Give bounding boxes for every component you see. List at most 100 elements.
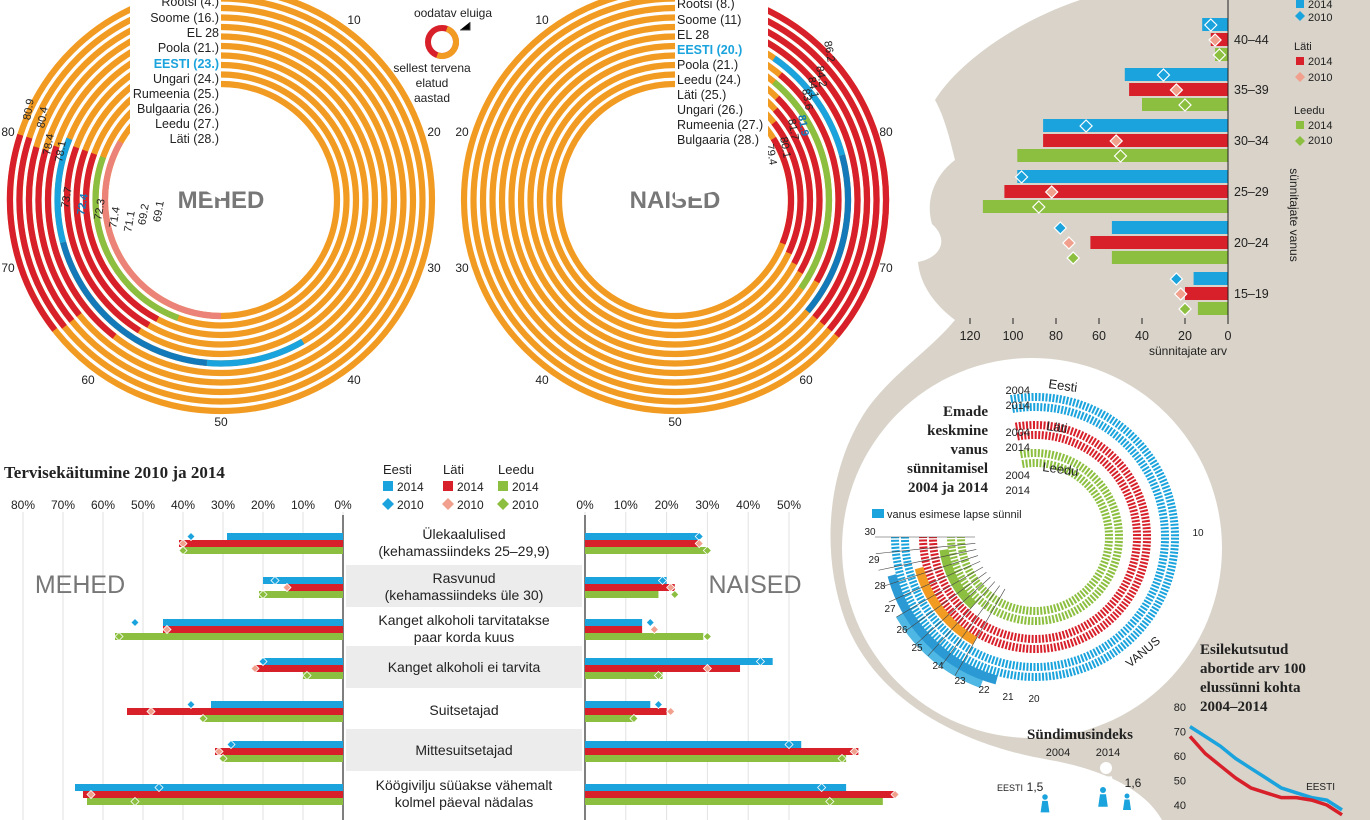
fertility-panel: Sündimusindeks 2004 2014 EESTI 1,5 1,6 [997, 727, 1142, 813]
abortion-ytick: 50 [1174, 776, 1186, 788]
legend-country: Leedu [1294, 105, 1325, 117]
mother-radial-tick [940, 585, 1000, 667]
mother-country: Eesti [1048, 376, 1079, 395]
women-country-label: Rumeenia (27.) [677, 118, 763, 132]
men-bar-lati2014 [255, 665, 343, 672]
legend-leedu-2010 [1295, 136, 1305, 146]
value-label: 83.6 [799, 88, 815, 111]
health-legend-year: 2014 [457, 480, 484, 494]
ring-segment [775, 95, 823, 274]
women-tick: 40 [535, 373, 549, 387]
ring-segment [44, 145, 117, 339]
ring-segment [82, 152, 160, 322]
women-bar-leedu2014 [585, 633, 704, 640]
women-marker-leedu2010 [825, 796, 835, 807]
marker-2010 [1079, 119, 1093, 133]
fertility-value: 1,6 [1125, 776, 1142, 790]
men-tick: 20 [427, 125, 441, 139]
ring-segment [104, 251, 180, 321]
abortion-ytick: 80 [1174, 702, 1186, 714]
women-marker-lati2010 [666, 706, 676, 717]
mother-title: vanus [950, 442, 988, 458]
value-label: 80.1 [777, 136, 793, 159]
mother-radial-tick [905, 572, 987, 632]
women-marker-eesti2010 [784, 739, 794, 750]
value-label: 84.2 [813, 65, 829, 88]
men-bar-leedu2014 [87, 798, 343, 805]
women-bar-leedu2014 [585, 755, 847, 762]
women-tick: 60 [799, 373, 813, 387]
women-country-label: EL 28 [677, 28, 709, 42]
men-pct-tick: 40% [171, 498, 195, 512]
men-country-label: Bulgaaria (26.) [137, 102, 219, 116]
men-marker-eesti2010 [186, 531, 196, 542]
health-legend-year: 2010 [397, 498, 424, 512]
mother-country: Leedu [1042, 459, 1080, 479]
value-label: 78.4 [41, 133, 57, 156]
value-label: 72.3 [92, 198, 108, 221]
men-marker-leedu2010 [258, 589, 268, 600]
health-legend-2014 [383, 481, 393, 491]
marker-2010 [1044, 185, 1059, 199]
life-women-chart: 86.284.284.183.681.981.780.179.479.478.7… [460, 0, 890, 415]
bar-leedu-2014 [1111, 251, 1228, 264]
women-bar-eesti2014 [585, 658, 773, 665]
men-country-label: EL 28 [187, 26, 219, 40]
mother-radial-tick [882, 555, 979, 587]
women-marker-eesti2010 [817, 782, 827, 793]
age-group-label: 20–24 [1234, 236, 1269, 250]
women-marker-eesti2010 [657, 575, 668, 586]
health-legend-country: Leedu [498, 462, 534, 477]
births-tick-label: 100 [1003, 329, 1024, 343]
men-tick: 60 [81, 373, 95, 387]
men-bar-leedu2014 [115, 633, 343, 640]
bar-lati-2014 [1185, 287, 1228, 300]
women-bar-eesti2014 [585, 701, 651, 708]
mother-year: 2014 [1006, 485, 1030, 497]
health-legend-country: Läti [443, 462, 464, 477]
legend-top-text: oodatav eluiga [414, 6, 492, 20]
child-icon [1123, 799, 1131, 810]
ring-segment [746, 0, 890, 338]
mother-radial-tick [954, 588, 1006, 676]
legend-year: 2014 [1308, 56, 1332, 68]
mother-legend-swatch [872, 509, 884, 518]
legend-lati-2010 [1295, 72, 1305, 82]
men-marker-lati2010 [250, 663, 260, 674]
men-marker-lati2010 [146, 706, 156, 717]
men-marker-eesti2010 [186, 699, 196, 710]
behaviour-label: kolmel päeval nädalas [395, 794, 534, 810]
men-country-label: Soome (16.) [150, 11, 219, 25]
women-pct-tick: 50% [777, 498, 801, 512]
marker-2010 [1173, 287, 1188, 301]
births-chart: 40–44 35–39 30–34 25–29 20–24 15–19 120 100 80 60… [960, 0, 1301, 358]
men-bar-lati2014 [215, 748, 343, 755]
men-marker-leedu2010 [114, 631, 124, 642]
women-bar-eesti2014 [585, 577, 667, 584]
marker-2010 [1208, 33, 1222, 47]
child-icon [1124, 793, 1130, 799]
ring-segment [770, 136, 795, 245]
women-bar-leedu2014 [585, 672, 663, 679]
women-marker-lati2010 [649, 624, 659, 635]
women-pct-tick: 20% [655, 498, 679, 512]
mother-title: Emade [943, 404, 988, 420]
first-child-arc [914, 566, 978, 645]
men-bar-leedu2014 [203, 715, 343, 722]
mother-age-chart: Emade keskmine vanus sünnitamisel 2004 ja 20… [864, 376, 1204, 705]
women-country-label: Soome (11) [677, 13, 741, 27]
men-pct-tick: 30% [211, 498, 235, 512]
mother-year: 2014 [1006, 400, 1030, 412]
men-bar-lati2014 [287, 584, 343, 591]
mother-legend: vanus esimese lapse sünnil [887, 509, 1022, 521]
women-bar-lati2014 [585, 626, 643, 633]
women-marker-lati2010 [890, 789, 900, 800]
life-men-chart: 80.980.4 78.478.1 73.7 72.4 72.3 71.4 71.169.2… [6, 0, 436, 415]
value-label: 78.1 [53, 140, 69, 163]
mother-radial-tick [915, 576, 991, 645]
legend-pointer [460, 22, 471, 31]
men-bar-leedu2014 [259, 591, 343, 598]
